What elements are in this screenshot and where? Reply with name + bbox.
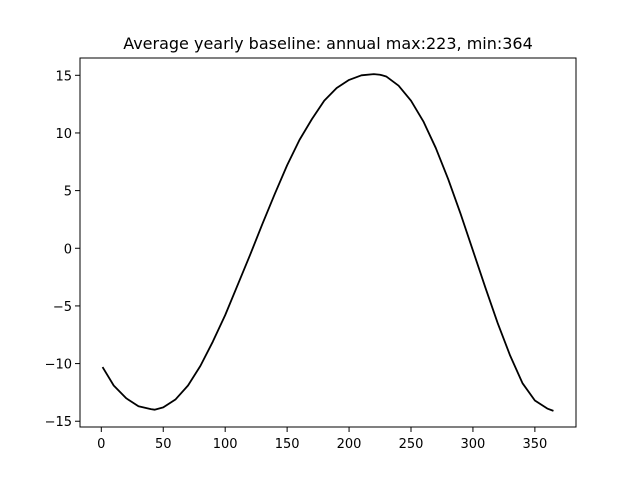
series-line-0 — [101, 73, 554, 412]
x-tick-label: 250 — [399, 437, 424, 452]
y-tick-label: 10 — [55, 127, 72, 142]
x-tick-label: 350 — [522, 437, 547, 452]
x-tick-label: 150 — [275, 437, 300, 452]
y-tick-label: 5 — [64, 185, 72, 200]
y-tick-label: −5 — [53, 300, 72, 315]
x-tick-label: 0 — [97, 437, 105, 452]
x-tick-label: 300 — [461, 437, 486, 452]
y-tick-label: 15 — [55, 69, 72, 84]
x-tick-label: 100 — [213, 437, 238, 452]
x-tick-label: 200 — [337, 437, 362, 452]
y-tick-label: −15 — [45, 415, 72, 430]
x-axis: 0 50 100 150 200 250 300 350 — [97, 427, 547, 452]
y-axis: −15 −10 −5 0 5 10 15 — [45, 69, 80, 430]
x-tick-label: 50 — [155, 437, 172, 452]
chart-title: Average yearly baseline: annual max:223,… — [123, 34, 533, 53]
axes-frame — [79, 57, 577, 428]
y-tick-label: 0 — [64, 242, 72, 257]
y-tick-label: −10 — [45, 358, 72, 373]
plot-area — [101, 73, 554, 412]
